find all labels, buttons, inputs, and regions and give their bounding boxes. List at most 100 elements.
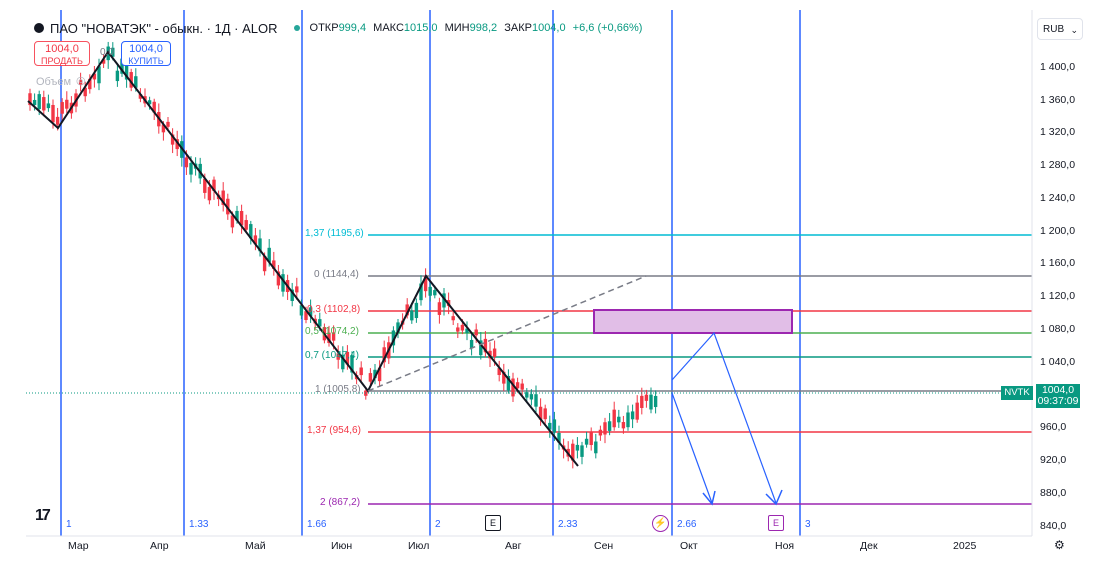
buy-label: КУПИТЬ xyxy=(128,56,164,66)
buy-button[interactable]: 1004,0 КУПИТЬ xyxy=(121,41,171,66)
candle-body xyxy=(249,224,253,239)
candle-body xyxy=(120,58,124,74)
candle-body xyxy=(166,121,170,127)
candle-body xyxy=(589,432,593,446)
candle-body xyxy=(350,355,354,373)
candle-body xyxy=(653,395,658,408)
candle-body xyxy=(230,215,235,228)
price-axis-label: 1 240,0 xyxy=(1040,192,1076,204)
bar-countdown: 09:37:09 xyxy=(1037,395,1079,407)
candle-body xyxy=(175,139,179,150)
fib-level-label: 1,37 (1195,6) xyxy=(305,228,364,239)
low-value: 998,2 xyxy=(469,22,498,34)
market-status-icon xyxy=(293,25,300,31)
candle-body xyxy=(594,441,598,454)
candle-body xyxy=(152,101,156,113)
cycle-label: 1 xyxy=(66,519,72,530)
time-axis-label: Сен xyxy=(594,540,614,552)
trend-dashed-line[interactable] xyxy=(367,275,647,392)
candle-body xyxy=(42,97,46,111)
time-axis-label: Авг xyxy=(505,540,522,552)
candle-body xyxy=(129,72,133,88)
eye-icon[interactable]: ◎ xyxy=(76,75,86,87)
cycle-label: 3 xyxy=(805,519,811,530)
candle-body xyxy=(189,162,193,175)
candle-body xyxy=(607,421,612,431)
candle-body xyxy=(111,47,115,57)
candle-body xyxy=(414,302,419,319)
candle-body xyxy=(78,79,83,85)
candle-body xyxy=(331,332,336,341)
gear-icon[interactable]: ⚙ xyxy=(1054,538,1065,552)
spread-value: 0,0 xyxy=(100,47,114,58)
candle-body xyxy=(391,330,396,346)
candle-body xyxy=(640,395,644,408)
candle-body xyxy=(423,276,428,292)
candle-body xyxy=(170,134,175,145)
price-axis-label: 840,0 xyxy=(1040,520,1067,532)
candle-body xyxy=(276,271,281,286)
candle-body xyxy=(147,100,152,105)
candle-body xyxy=(299,305,304,316)
earnings-event-icon-2[interactable]: E xyxy=(768,515,784,531)
ohlc-values: ОТКР999,4 МАКС1015,0 МИН998,2 ЗАКР1004,0… xyxy=(310,22,647,34)
candle-body xyxy=(304,311,308,320)
candle-body xyxy=(511,378,515,397)
low-label: МИН xyxy=(444,22,470,34)
candle-body xyxy=(55,116,60,125)
candle-body xyxy=(529,394,534,400)
candle-body xyxy=(377,367,382,382)
candle-body xyxy=(497,368,501,376)
candle-body xyxy=(548,422,552,430)
candle-body xyxy=(184,157,189,168)
candle-body xyxy=(97,66,101,84)
candle-body xyxy=(649,394,653,410)
projection-arrow-1[interactable] xyxy=(671,331,777,504)
candle-body xyxy=(88,78,92,90)
candle-body xyxy=(115,70,120,82)
candle-body xyxy=(460,324,465,331)
candle-body xyxy=(451,316,455,321)
projection-arrow-2[interactable] xyxy=(671,392,713,504)
symbol-logo-icon xyxy=(34,23,44,33)
sell-button[interactable]: 1004,0 ПРОДАТЬ xyxy=(34,41,90,66)
candle-body xyxy=(336,353,340,360)
candle-body xyxy=(626,412,630,428)
volume-label[interactable]: Объем xyxy=(36,76,72,88)
time-axis-label: Ноя xyxy=(775,540,795,552)
currency-select[interactable]: RUB ⌄ xyxy=(1037,18,1083,40)
candle-body xyxy=(281,274,285,292)
time-axis-label: 2025 xyxy=(953,540,977,552)
target-zone-box[interactable] xyxy=(593,309,793,334)
candle-body xyxy=(543,408,547,420)
dividend-event-icon[interactable]: ⚡ xyxy=(652,515,669,532)
fib-level-label: 1 (1005,8) xyxy=(315,384,361,395)
fib-level-label: 2 (867,2) xyxy=(320,497,361,508)
candle-body xyxy=(262,255,267,272)
candle-body xyxy=(410,310,414,321)
candle-body xyxy=(368,373,373,382)
high-value: 1015,0 xyxy=(403,22,438,34)
candle-body xyxy=(515,382,520,389)
fib-level-label: 1,37 (954,6) xyxy=(307,425,361,436)
wave-line-1[interactable] xyxy=(27,50,579,467)
cycle-label: 1.66 xyxy=(307,519,327,530)
candle-body xyxy=(161,124,166,133)
fib-level-label: 0,7 (1047,4) xyxy=(305,350,359,361)
candle-body xyxy=(428,286,432,296)
arrowhead-2 xyxy=(765,489,783,506)
symbol-title[interactable]: ПАО "НОВАТЭК" - обыкн. · 1Д · ALOR xyxy=(50,20,278,36)
symbol-price-tag: NVTK xyxy=(1001,386,1033,400)
price-axis-label: 960,0 xyxy=(1040,421,1067,433)
tradingview-logo-icon[interactable]: 17 xyxy=(35,507,51,524)
candle-body xyxy=(258,238,262,252)
cycle-label: 2 xyxy=(435,519,441,530)
fib-level-label: 0 (1144,4) xyxy=(314,269,359,280)
candle-body xyxy=(598,429,603,436)
earnings-event-icon[interactable]: E xyxy=(485,515,501,531)
candle-body xyxy=(60,102,64,114)
price-axis-label: 1 040,0 xyxy=(1040,356,1076,368)
time-axis-label: Июн xyxy=(331,540,353,552)
buy-price: 1004,0 xyxy=(129,43,163,55)
